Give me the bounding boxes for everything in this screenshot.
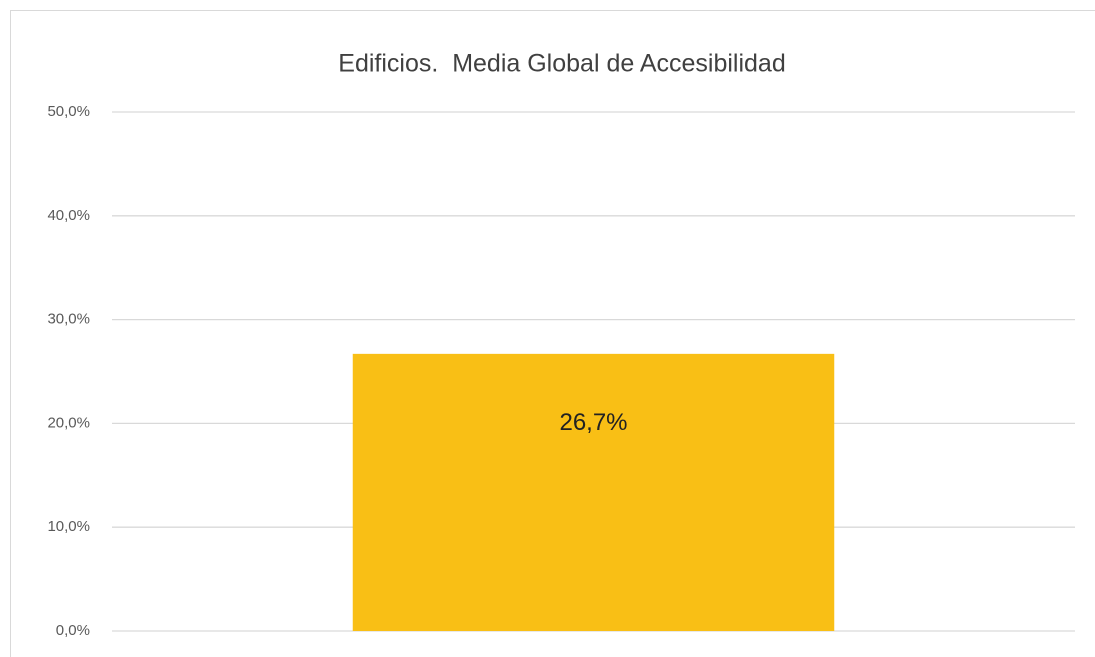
- y-tick-label: 20,0%: [47, 414, 90, 431]
- y-tick-label: 30,0%: [47, 311, 90, 328]
- y-tick-label: 10,0%: [47, 518, 90, 535]
- bar: [352, 353, 835, 631]
- y-tick-label: 50,0%: [47, 103, 90, 120]
- y-tick-label: 40,0%: [47, 207, 90, 224]
- data-label: 26,7%: [559, 409, 627, 436]
- chart-title: Edificios. Media Global de Accesibilidad: [338, 50, 785, 78]
- y-tick-label: 0,0%: [56, 622, 90, 639]
